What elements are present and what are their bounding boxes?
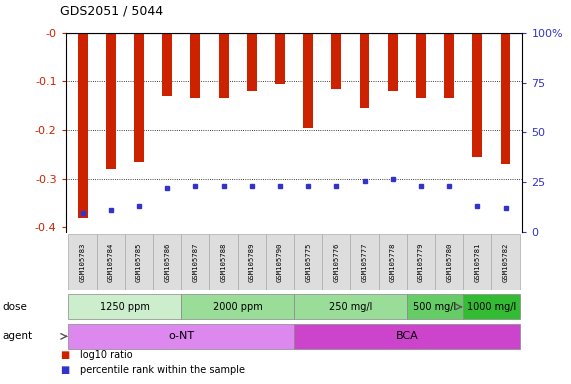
Text: o-NT: o-NT: [168, 331, 194, 341]
Text: GSM105779: GSM105779: [418, 242, 424, 282]
Bar: [247, 33, 257, 91]
Text: 1250 ppm: 1250 ppm: [100, 302, 150, 312]
Bar: [125, 234, 153, 290]
Bar: [96, 234, 125, 290]
Bar: [153, 234, 181, 290]
Text: dose: dose: [3, 302, 28, 312]
Text: GSM105783: GSM105783: [79, 242, 86, 282]
Bar: [444, 33, 454, 98]
Text: ■: ■: [60, 350, 69, 360]
Bar: [360, 33, 369, 108]
Text: GSM105784: GSM105784: [108, 242, 114, 282]
Text: GSM105777: GSM105777: [361, 242, 368, 282]
Bar: [407, 234, 435, 290]
Bar: [472, 33, 482, 157]
Text: 2000 ppm: 2000 ppm: [213, 302, 263, 312]
Text: BCA: BCA: [396, 331, 418, 341]
Text: GSM105780: GSM105780: [446, 242, 452, 282]
Bar: [69, 234, 96, 290]
Bar: [388, 33, 397, 91]
Bar: [191, 33, 200, 98]
Bar: [162, 33, 172, 96]
Text: GSM105788: GSM105788: [220, 242, 227, 282]
Text: agent: agent: [3, 331, 33, 341]
Bar: [331, 33, 341, 89]
Text: log10 ratio: log10 ratio: [80, 350, 132, 360]
Bar: [294, 295, 407, 319]
Bar: [463, 295, 520, 319]
Text: GDS2051 / 5044: GDS2051 / 5044: [60, 4, 163, 17]
Bar: [379, 234, 407, 290]
Text: percentile rank within the sample: percentile rank within the sample: [80, 365, 245, 375]
Bar: [210, 234, 238, 290]
Text: GSM105790: GSM105790: [277, 242, 283, 282]
Text: GSM105785: GSM105785: [136, 242, 142, 282]
Bar: [78, 33, 87, 218]
Text: 1000 mg/l: 1000 mg/l: [467, 302, 516, 312]
Bar: [501, 33, 510, 164]
Text: ■: ■: [60, 365, 69, 375]
Text: GSM105781: GSM105781: [475, 242, 480, 282]
Bar: [416, 33, 426, 98]
Bar: [219, 33, 228, 98]
Bar: [238, 234, 266, 290]
Bar: [134, 33, 144, 162]
Bar: [492, 234, 520, 290]
Text: GSM105787: GSM105787: [192, 242, 198, 282]
Bar: [69, 295, 181, 319]
Text: GSM105786: GSM105786: [164, 242, 170, 282]
Bar: [407, 295, 463, 319]
Text: 500 mg/l: 500 mg/l: [413, 302, 457, 312]
Text: GSM105789: GSM105789: [249, 242, 255, 282]
Bar: [275, 33, 285, 84]
Text: 250 mg/l: 250 mg/l: [329, 302, 372, 312]
Bar: [294, 324, 520, 349]
Bar: [181, 295, 294, 319]
Text: GSM105778: GSM105778: [390, 242, 396, 282]
Bar: [351, 234, 379, 290]
Bar: [294, 234, 322, 290]
Bar: [303, 33, 313, 127]
Text: GSM105775: GSM105775: [305, 242, 311, 282]
Bar: [69, 324, 294, 349]
Text: GSM105776: GSM105776: [333, 242, 339, 282]
Bar: [106, 33, 116, 169]
Bar: [435, 234, 463, 290]
Bar: [266, 234, 294, 290]
Bar: [181, 234, 210, 290]
Bar: [322, 234, 351, 290]
Text: GSM105782: GSM105782: [502, 242, 509, 282]
Bar: [463, 234, 492, 290]
